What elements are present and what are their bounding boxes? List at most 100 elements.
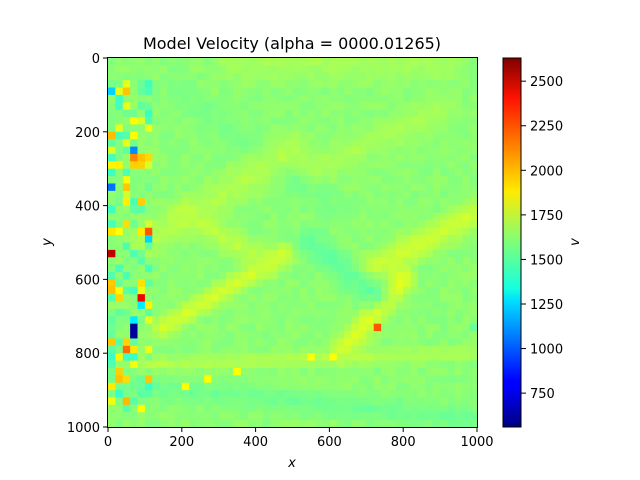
heatmap-cell	[196, 190, 205, 199]
heatmap-cell	[447, 235, 456, 243]
heatmap-cell	[159, 382, 168, 391]
heatmap-cell	[314, 72, 323, 81]
heatmap-cell	[432, 212, 441, 221]
heatmap-cell	[299, 367, 308, 376]
heatmap-cell	[344, 190, 352, 199]
colorbar-tick-label: 750	[530, 387, 555, 402]
colorbar-tick-label: 2500	[530, 75, 563, 90]
heatmap-cell	[240, 58, 249, 66]
heatmap-cell	[137, 360, 146, 369]
heatmap-cell	[255, 205, 264, 214]
heatmap-cell	[122, 65, 131, 74]
heatmap-cell	[469, 412, 478, 421]
heatmap-cell	[211, 58, 220, 66]
heatmap-cell	[344, 131, 352, 140]
heatmap-cell	[167, 264, 175, 273]
heatmap-cell	[130, 323, 138, 332]
heatmap-cell	[447, 183, 456, 192]
heatmap-cell	[167, 139, 175, 147]
heatmap-cell	[226, 404, 234, 413]
heatmap-cell	[211, 65, 220, 74]
heatmap-cell	[425, 235, 434, 243]
heatmap-cell	[395, 153, 404, 162]
heatmap-cell	[417, 412, 426, 421]
heatmap-cell	[314, 264, 323, 273]
heatmap-cell	[469, 286, 478, 295]
heatmap-cell	[255, 404, 264, 413]
heatmap-cell	[152, 367, 161, 376]
heatmap-cell	[358, 168, 367, 177]
heatmap-cell	[299, 220, 308, 229]
heatmap-cell	[314, 397, 323, 406]
heatmap-cell	[410, 117, 419, 125]
heatmap-cell	[432, 72, 441, 81]
heatmap-cell	[189, 419, 197, 428]
heatmap-cell	[366, 190, 375, 199]
heatmap-cell	[373, 367, 382, 376]
heatmap-cell	[329, 419, 338, 428]
heatmap-cell	[255, 124, 264, 133]
heatmap-cell	[189, 264, 197, 273]
x-tick-label: 0	[104, 435, 112, 450]
heatmap-cell	[203, 58, 212, 66]
heatmap-cell	[373, 153, 382, 162]
heatmap-cell	[447, 367, 456, 376]
heatmap-cell	[440, 124, 448, 133]
heatmap-cell	[469, 272, 478, 280]
heatmap-cell	[255, 242, 264, 251]
heatmap-cell	[196, 257, 205, 266]
heatmap-cell	[292, 72, 301, 81]
heatmap-cell	[203, 257, 212, 266]
heatmap-cell	[388, 153, 397, 162]
heatmap-cell	[159, 131, 168, 140]
heatmap-cell	[203, 242, 212, 251]
heatmap-cell	[381, 72, 389, 81]
heatmap-cell	[410, 190, 419, 199]
heatmap-cell	[270, 353, 279, 361]
heatmap-cell	[447, 301, 456, 310]
heatmap-cell	[218, 176, 227, 184]
heatmap-cell	[203, 412, 212, 421]
heatmap-cell	[403, 58, 411, 66]
heatmap-cell	[189, 124, 197, 133]
heatmap-cell	[255, 382, 264, 391]
heatmap-cell	[329, 323, 338, 332]
heatmap-cell	[196, 153, 205, 162]
heatmap-cell	[248, 367, 256, 376]
heatmap-cell	[270, 338, 279, 347]
heatmap-cell	[469, 65, 478, 74]
heatmap-cell	[403, 264, 411, 273]
heatmap-cell	[203, 139, 212, 147]
heatmap-cell	[307, 272, 316, 280]
heatmap-cell	[211, 338, 220, 347]
heatmap-cell	[351, 338, 360, 347]
heatmap-cell	[159, 153, 168, 162]
heatmap-cell	[152, 360, 161, 369]
heatmap-cell	[144, 323, 153, 332]
heatmap-cell	[262, 146, 271, 155]
heatmap-cell	[167, 412, 175, 421]
heatmap-cell	[381, 316, 389, 325]
heatmap-cell	[226, 279, 234, 288]
heatmap-cell	[240, 161, 249, 170]
heatmap-cell	[432, 331, 441, 339]
heatmap-cell	[152, 227, 161, 236]
heatmap-cell	[196, 168, 205, 177]
heatmap-cell	[167, 161, 175, 170]
heatmap-cell	[255, 338, 264, 347]
heatmap-cell	[381, 80, 389, 88]
heatmap-cell	[388, 168, 397, 177]
heatmap-cell	[189, 375, 197, 384]
heatmap-cell	[277, 131, 286, 140]
heatmap-cell	[167, 301, 175, 310]
heatmap-cell	[285, 375, 293, 384]
heatmap-cell	[115, 139, 124, 147]
heatmap-cell	[454, 235, 463, 243]
heatmap-cell	[137, 198, 146, 206]
heatmap-cell	[432, 94, 441, 103]
heatmap-cell	[358, 316, 367, 325]
heatmap-cell	[159, 87, 168, 96]
heatmap-cell	[366, 390, 375, 398]
heatmap-cell	[299, 117, 308, 125]
heatmap-cell	[447, 286, 456, 295]
